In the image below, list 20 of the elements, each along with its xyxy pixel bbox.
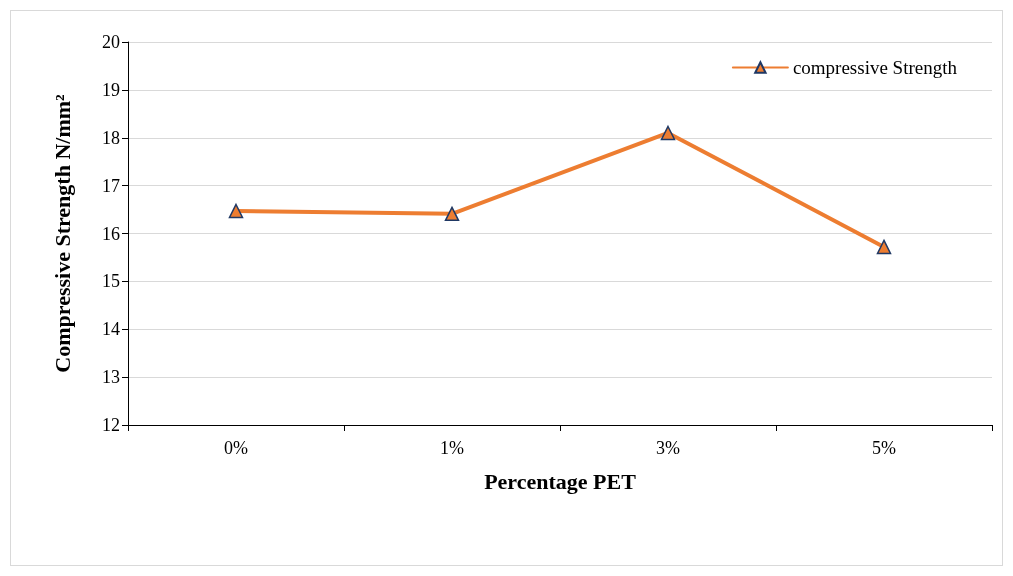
y-axis-title: Compressive Strength N/mm² bbox=[49, 93, 75, 373]
point bbox=[660, 125, 676, 141]
y-tick-label: 19 bbox=[102, 79, 120, 100]
y-tick-label: 17 bbox=[102, 175, 120, 196]
x-tick-label: 0% bbox=[224, 438, 248, 458]
point bbox=[228, 203, 244, 219]
y-tick-label: 18 bbox=[102, 127, 120, 148]
y-tick-label: 14 bbox=[102, 319, 120, 340]
y-tick-label: 16 bbox=[102, 223, 120, 244]
legend-label: compressive Strength bbox=[792, 57, 958, 78]
x-axis-title: Percentage PET bbox=[484, 468, 637, 494]
x-tick-label: 5% bbox=[872, 438, 896, 458]
y-tick-label: 13 bbox=[102, 367, 120, 388]
point bbox=[876, 239, 892, 255]
y-tick-label: 12 bbox=[102, 415, 120, 435]
x-tick-label: 3% bbox=[656, 438, 680, 458]
y-tick-label: 15 bbox=[102, 271, 120, 292]
x-tick-label: 1% bbox=[440, 438, 464, 458]
y-tick-label: 20 bbox=[102, 32, 120, 52]
point bbox=[444, 206, 460, 222]
